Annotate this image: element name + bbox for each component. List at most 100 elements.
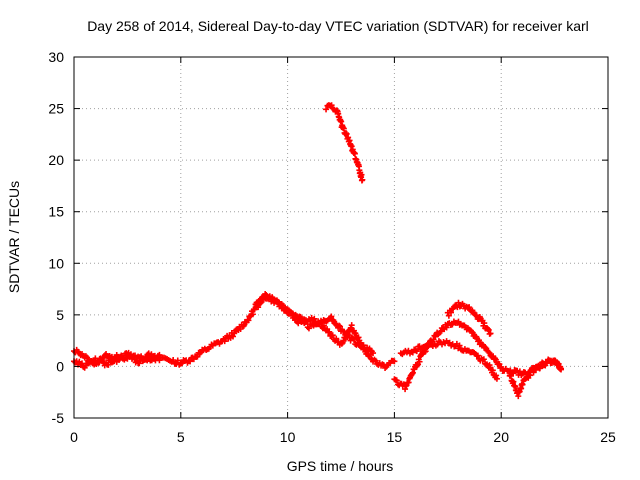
data-point <box>489 367 496 374</box>
data-point <box>139 358 146 365</box>
data-point <box>84 354 91 361</box>
y-tick-label: 20 <box>48 152 64 168</box>
data-point <box>174 357 181 364</box>
plot-frame <box>73 56 609 419</box>
data-point <box>393 377 400 384</box>
data-point <box>391 358 398 365</box>
data-point <box>317 319 324 326</box>
data-point <box>336 322 343 329</box>
data-point <box>482 344 489 351</box>
data-point <box>443 324 450 331</box>
data-point <box>304 324 311 331</box>
data-point <box>413 348 420 355</box>
data-point <box>536 365 543 372</box>
data-point <box>340 338 347 345</box>
data-point <box>269 294 276 301</box>
data-point <box>474 352 481 359</box>
series-track-late <box>444 299 494 337</box>
data-point <box>519 381 526 388</box>
data-point <box>249 311 256 318</box>
y-axis-label: SDTVAR / TECUs <box>6 181 22 293</box>
x-tick-label: 25 <box>600 429 616 445</box>
series-track-midday-b <box>252 290 377 357</box>
data-point <box>455 299 462 306</box>
data-point <box>293 314 300 321</box>
y-tick-label: 15 <box>48 204 64 220</box>
data-point <box>329 332 336 339</box>
data-point <box>287 309 294 316</box>
data-point <box>108 353 115 360</box>
data-point <box>480 356 487 363</box>
data-point <box>372 357 379 364</box>
series-track-early-morning-b <box>71 346 163 368</box>
y-tick-label: 5 <box>56 307 64 323</box>
data-point <box>360 342 367 349</box>
data-point <box>456 342 463 349</box>
data-point <box>136 360 143 367</box>
data-point <box>527 372 534 379</box>
data-point <box>326 328 333 335</box>
data-point <box>187 358 194 365</box>
data-point <box>81 364 88 371</box>
data-point <box>498 363 505 370</box>
x-tick-label: 10 <box>280 429 296 445</box>
data-point <box>320 322 327 329</box>
data-point <box>120 354 127 361</box>
data-point <box>262 290 269 297</box>
data-point <box>358 171 365 178</box>
data-point <box>105 361 112 368</box>
data-point <box>148 351 155 358</box>
series-track-afternoon <box>391 318 565 393</box>
data-point <box>337 323 344 330</box>
data-point <box>323 106 330 113</box>
data-point <box>230 333 237 340</box>
data-point <box>359 176 366 183</box>
data-point <box>481 320 488 327</box>
data-point <box>558 365 565 372</box>
x-tick-label: 0 <box>70 429 78 445</box>
x-tick-label: 20 <box>493 429 509 445</box>
data-point <box>221 338 228 345</box>
data-point <box>116 356 123 363</box>
data-point <box>278 300 285 307</box>
data-point <box>473 312 480 319</box>
data-point <box>351 150 358 157</box>
data-point <box>311 315 318 322</box>
data-point <box>328 313 335 320</box>
series-track-afternoon-b <box>397 338 500 382</box>
data-point <box>448 309 455 316</box>
y-tick-label: 30 <box>48 49 64 65</box>
y-tick-label: 25 <box>48 101 64 117</box>
data-point <box>466 304 473 311</box>
y-tick-label: 10 <box>48 255 64 271</box>
data-point <box>484 325 491 332</box>
data-point <box>348 322 355 329</box>
series-track-night <box>506 356 565 400</box>
data-point <box>370 350 377 357</box>
y-tick-label: -5 <box>52 410 65 426</box>
series-track-high <box>323 102 366 184</box>
data-point <box>485 348 492 355</box>
data-point <box>416 358 423 365</box>
axis-ticks: 0 5 10 15 20 25 -5 0 5 10 15 20 25 30 <box>48 49 616 445</box>
data-point <box>130 353 137 360</box>
data-point <box>245 317 252 324</box>
data-point <box>437 328 444 335</box>
data-point <box>95 359 102 366</box>
grid <box>74 57 608 418</box>
data-point <box>493 375 500 382</box>
data-point <box>328 102 335 109</box>
data-point <box>240 322 247 329</box>
data-point <box>194 353 201 360</box>
data-point <box>475 337 482 344</box>
x-tick-label: 15 <box>387 429 403 445</box>
data-point <box>333 335 340 342</box>
data-point <box>493 372 500 379</box>
chart-title: Day 258 of 2014, Sidereal Day-to-day VTE… <box>87 18 589 34</box>
data-point <box>338 118 345 125</box>
data-point <box>156 357 163 364</box>
data-point <box>485 326 492 333</box>
data-points <box>71 102 565 400</box>
